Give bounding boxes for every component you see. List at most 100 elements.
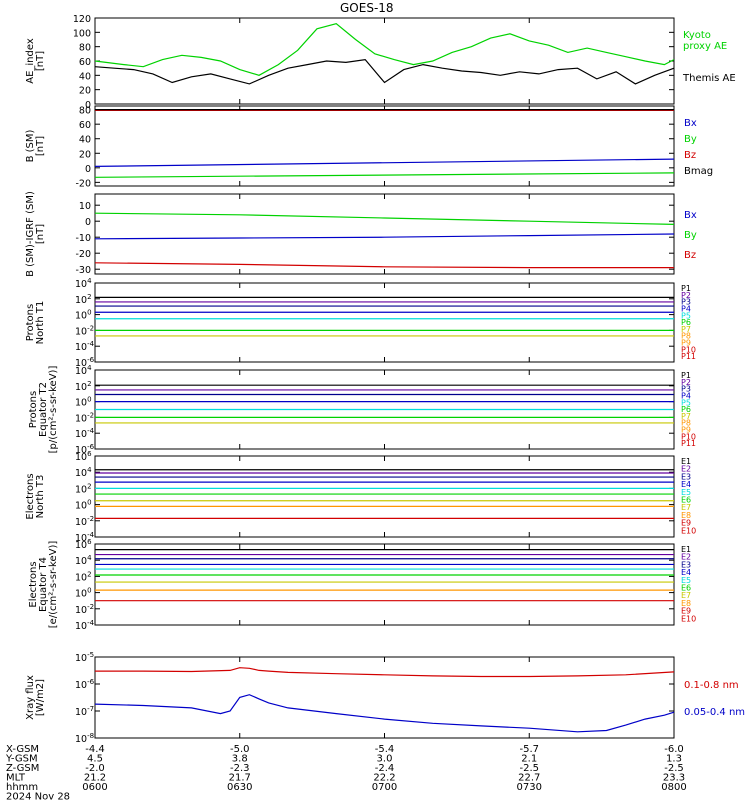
y-tick-label: 100 xyxy=(75,499,92,512)
series-bz xyxy=(94,262,674,269)
legend-entry: E7 xyxy=(681,503,691,512)
y-tick-label: 10-2 xyxy=(75,411,94,424)
legend-entry: E1 xyxy=(681,545,691,554)
y-tick-label: 120 xyxy=(73,14,91,25)
y-tick-label: 104 xyxy=(75,466,92,479)
y-tick-label: 60 xyxy=(79,57,91,68)
y-axis-label: North T1 xyxy=(35,301,46,345)
panel-3 xyxy=(94,193,675,275)
footer-value: 4.5 xyxy=(87,754,103,765)
y-axis-label: Equator T4 xyxy=(38,557,49,612)
legend-entry: E7 xyxy=(681,591,691,600)
y-tick-label: 0 xyxy=(85,100,91,111)
panel-2 xyxy=(94,105,675,187)
legend-entry: P4 xyxy=(681,391,691,400)
legend-entry: P11 xyxy=(681,352,696,361)
legend-entry: E5 xyxy=(681,488,691,497)
legend-entry: P7 xyxy=(681,325,691,334)
y-tick-label: -30 xyxy=(75,265,91,276)
legend-entry: Bz xyxy=(684,150,696,161)
footer-value: -2.3 xyxy=(230,763,250,774)
legend-entry: P11 xyxy=(681,439,696,448)
y-tick-label: 100 xyxy=(73,28,91,39)
legend-entry: P1 xyxy=(681,371,691,380)
y-axis-label: Protons xyxy=(28,391,39,428)
panel-frame xyxy=(94,282,675,363)
y-tick-label: 80 xyxy=(79,43,91,54)
series-0-1-0-8-nm xyxy=(95,667,675,678)
y-tick-label: 106 xyxy=(75,538,92,551)
panel-5 xyxy=(94,369,675,450)
y-axis-label: Electrons xyxy=(28,561,39,607)
series-0-05-0-4-nm xyxy=(94,694,675,733)
legend-entry: P4 xyxy=(681,304,691,313)
legend-entry: E2 xyxy=(681,465,691,474)
y-tick-label: 10-5 xyxy=(75,651,94,664)
legend-entry: Themis AE xyxy=(682,73,736,84)
y-axis-label: North T3 xyxy=(35,475,46,519)
footer-value: 21.2 xyxy=(84,773,106,784)
y-tick-label: 10-6 xyxy=(75,678,95,691)
y-axis-label: [p/(cm²-s-sr-keV)] xyxy=(48,366,59,454)
footer-value: -6.0 xyxy=(664,744,684,755)
legend-entry: E10 xyxy=(681,526,696,535)
legend-entry: 0.1-0.8 nm xyxy=(684,680,739,691)
y-tick-label: 102 xyxy=(75,293,92,306)
legend-entry: P8 xyxy=(681,419,691,428)
y-axis-label: B (SM)-IGRF (SM) xyxy=(25,191,36,277)
y-tick-label: 80 xyxy=(79,106,91,117)
legend-entry: P7 xyxy=(681,412,691,421)
panel-frame xyxy=(94,17,675,105)
legend-entry: E3 xyxy=(681,560,691,569)
y-axis-label: Equator T2 xyxy=(38,382,49,437)
y-axis-label: [nT] xyxy=(35,224,46,244)
legend-entry: E8 xyxy=(681,511,691,520)
legend-entry: E10 xyxy=(681,614,696,623)
y-tick-label: 102 xyxy=(75,380,92,393)
footer-row-label: Z-GSM xyxy=(6,763,39,774)
legend-entry: E4 xyxy=(681,480,691,489)
footer-value: -5.4 xyxy=(375,744,395,755)
legend-entry: P6 xyxy=(681,318,691,327)
footer-value: -5.0 xyxy=(230,744,250,755)
series-bx xyxy=(94,233,675,240)
y-tick-label: -20 xyxy=(75,178,91,189)
footer-value: 2.1 xyxy=(521,754,537,765)
panel-frame xyxy=(94,455,675,538)
y-tick-label: 0 xyxy=(85,217,91,228)
legend-entry: Bx xyxy=(684,210,697,221)
y-tick-label: 10-4 xyxy=(75,427,95,440)
legend-entry: P9 xyxy=(681,426,691,435)
legend-entry: P3 xyxy=(681,385,691,394)
panel-4 xyxy=(94,282,675,363)
y-tick-label: 102 xyxy=(75,482,92,495)
footer-value: 0800 xyxy=(661,782,686,793)
legend-entry: Bmag xyxy=(684,166,713,177)
y-tick-label: 100 xyxy=(75,396,92,409)
legend-entry: E1 xyxy=(681,457,691,466)
footer-value: 0600 xyxy=(82,782,107,793)
y-tick-label: 10-2 xyxy=(75,515,94,528)
footer-value: 0630 xyxy=(227,782,252,793)
footer-row-label: MLT xyxy=(6,773,26,784)
footer-value: -2.0 xyxy=(85,763,105,774)
legend-entry: P8 xyxy=(681,332,691,341)
y-tick-label: 102 xyxy=(75,570,92,583)
legend-entry: E2 xyxy=(681,553,691,562)
legend-entry: Bz xyxy=(684,250,696,261)
legend-entry: E4 xyxy=(681,568,691,577)
legend-entry: P2 xyxy=(681,291,691,300)
y-tick-label: 10-2 xyxy=(75,324,94,337)
panel-frame xyxy=(94,193,675,275)
y-axis-label: Xray flux xyxy=(25,675,36,720)
y-axis-label: [nT] xyxy=(35,51,46,71)
footer-value: -2.5 xyxy=(664,763,684,774)
legend-entry: E5 xyxy=(681,576,691,585)
y-tick-label: 104 xyxy=(75,554,92,567)
y-tick-label: 20 xyxy=(79,86,91,97)
y-tick-label: -20 xyxy=(75,249,91,260)
footer-value: 0730 xyxy=(517,782,542,793)
legend-entry: proxy AE xyxy=(683,41,727,52)
footer-date: 2024 Nov 28 xyxy=(6,792,70,800)
legend-entry: E3 xyxy=(681,472,691,481)
